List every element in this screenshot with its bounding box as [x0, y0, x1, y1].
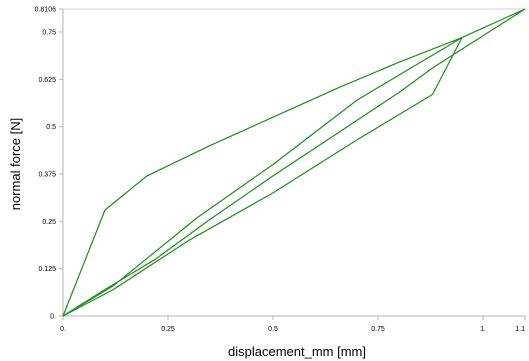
- y-tick-label: 0.125: [38, 266, 56, 273]
- y-tick-label: 0.375: [38, 171, 56, 178]
- plot-frame: [62, 8, 525, 317]
- y-tick-label: 0.5: [46, 124, 56, 131]
- y-tick-label: 0.75: [42, 29, 56, 36]
- y-tick-label: 0.625: [38, 77, 56, 84]
- y-axis-title: normal force [N]: [8, 118, 23, 210]
- x-tick-label: 0.75: [371, 326, 385, 333]
- y-tick-label: 0.25: [42, 219, 56, 226]
- x-tick-label: 0.25: [161, 326, 175, 333]
- axis-ticks: 0. 0.25 0.5 0.75 1. 1.1 0. 0.125 0.25 0.375 0.5 0.6…: [35, 7, 526, 333]
- series-line-4: [62, 37, 463, 317]
- series-line-2: [62, 8, 526, 317]
- x-tick-label: 1.: [480, 326, 486, 333]
- y-tick-label: 0.: [50, 314, 56, 321]
- x-tick-label: 0.: [60, 326, 66, 333]
- x-axis-title: displacement_mm [mm]: [228, 344, 366, 359]
- x-tick-label: 0.5: [268, 326, 278, 333]
- y-tick-label: 0.8106: [35, 7, 57, 14]
- series-layer: [62, 8, 526, 317]
- x-tick-label: 1.1: [515, 326, 525, 333]
- series-line-3: [62, 37, 463, 317]
